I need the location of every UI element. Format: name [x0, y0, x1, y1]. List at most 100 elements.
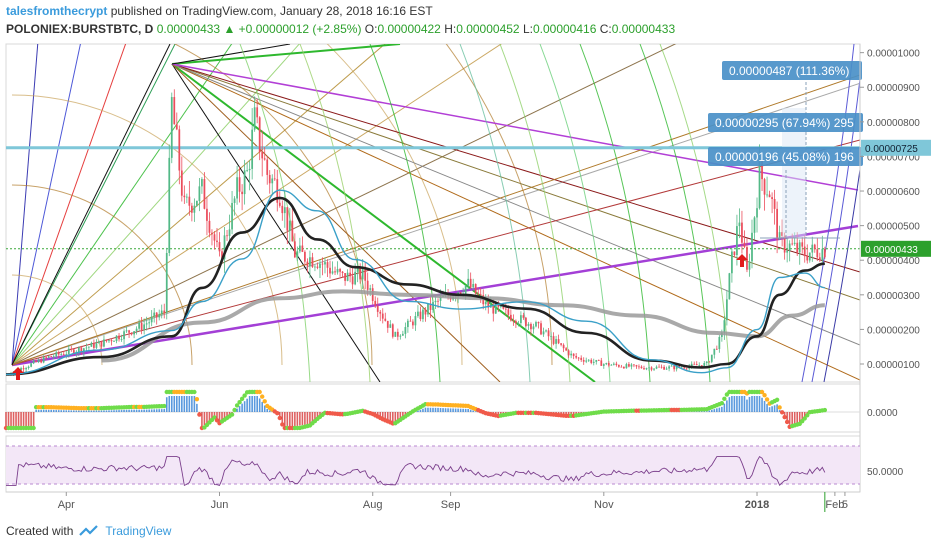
candle-body — [253, 107, 256, 130]
candle-body — [153, 312, 156, 317]
macd-bar — [402, 412, 404, 419]
trend-line — [171, 63, 860, 273]
candle-body — [32, 360, 35, 364]
macd-bar — [15, 412, 17, 428]
candle-body — [612, 363, 615, 365]
macd-bar — [432, 407, 434, 412]
candle-body — [198, 186, 201, 201]
candle-body — [208, 220, 211, 233]
macd-bar — [284, 412, 286, 428]
candle-body — [304, 251, 306, 262]
y-tick-label: 0.00000600 — [867, 187, 920, 198]
macd-bar — [93, 410, 95, 412]
tradingview-link[interactable]: TradingView — [105, 524, 172, 538]
candle-body — [331, 271, 334, 274]
candle-body — [746, 246, 748, 270]
candle-body — [251, 129, 254, 169]
macd-bar — [140, 409, 143, 412]
macd-bar — [716, 408, 718, 412]
macd-bar — [439, 407, 442, 412]
candle-body — [798, 242, 801, 253]
macd-bar — [419, 409, 422, 412]
candle-body — [246, 170, 249, 171]
gann-curve — [499, 44, 571, 382]
rsi-axis-label: 50.0000 — [867, 467, 904, 478]
candle-body — [30, 363, 32, 367]
candle-body — [731, 251, 733, 274]
candle-body — [286, 207, 289, 231]
macd-bar — [128, 409, 130, 412]
candle-body — [422, 309, 424, 320]
macd-signal-dot — [239, 396, 245, 402]
macd-signal-dot — [277, 415, 282, 421]
candle-body — [693, 363, 696, 365]
candle-body — [243, 170, 246, 195]
candle-body — [542, 331, 545, 335]
macd-bar — [424, 407, 427, 412]
macd-bar — [311, 412, 314, 422]
candle-body — [751, 232, 753, 262]
macd-bar — [394, 412, 397, 422]
gann-fan-line — [11, 44, 39, 366]
macd-bar — [130, 409, 133, 412]
macd-bar — [196, 403, 198, 412]
macd-signal-dot — [232, 407, 237, 413]
candle-body — [37, 359, 40, 362]
candle-body — [55, 352, 58, 357]
macd-bar — [791, 412, 793, 425]
candle-body — [95, 343, 98, 348]
candle-body — [607, 362, 610, 366]
candle-body — [180, 170, 183, 196]
candle-body — [366, 280, 369, 290]
candle-body — [72, 349, 75, 354]
macd-bar — [135, 409, 138, 412]
candle-body — [617, 365, 620, 367]
macd-signal-dot — [214, 418, 220, 423]
author-link[interactable]: talesfromthecrypt — [6, 4, 108, 18]
macd-bar — [472, 410, 474, 412]
macd-bar — [103, 410, 105, 412]
macd-bar — [191, 396, 193, 412]
candle-body — [515, 320, 517, 324]
macd-bar — [211, 412, 213, 420]
macd-bar — [55, 410, 58, 412]
candle-body — [512, 320, 515, 322]
candle-body — [582, 360, 585, 362]
macd-bar — [442, 408, 444, 412]
candle-body — [80, 347, 83, 353]
candle-body — [660, 366, 663, 368]
candle-body — [768, 194, 771, 198]
arrow-up-icon — [12, 367, 24, 380]
candle-body — [776, 208, 778, 240]
candle-body — [98, 341, 100, 344]
gann-fan-line — [11, 44, 176, 366]
candle-body — [218, 242, 221, 252]
candle-body — [344, 273, 346, 281]
macd-bar — [176, 396, 178, 412]
x-tick-label: Apr — [58, 499, 75, 511]
macd-bar — [803, 412, 806, 419]
symbol-label[interactable]: POLONIEX:BURSTBTC, D — [6, 22, 154, 36]
ma-medium-line — [6, 196, 825, 376]
ohlc-legend: POLONIEX:BURSTBTC, D 0.00000433 ▲ +0.000… — [6, 22, 675, 36]
macd-bar — [12, 412, 15, 428]
candle-body — [499, 306, 502, 307]
candle-body — [763, 179, 766, 195]
candle-body — [309, 257, 311, 267]
macd-bar — [464, 408, 467, 412]
candle-body — [700, 365, 703, 367]
y-tick-label: 0.00000100 — [867, 360, 920, 371]
gann-curve — [299, 44, 371, 382]
macd-bar — [788, 412, 791, 425]
candle-body — [376, 305, 379, 312]
macd-bar — [314, 412, 316, 421]
macd-signal-dot — [719, 400, 725, 406]
macd-signal-dot — [31, 425, 36, 431]
candle-body — [384, 318, 387, 321]
candle-body — [22, 368, 25, 370]
candle-body — [90, 342, 93, 347]
candle-body — [228, 229, 231, 236]
macd-bar — [37, 409, 40, 412]
candle-body — [600, 360, 603, 366]
